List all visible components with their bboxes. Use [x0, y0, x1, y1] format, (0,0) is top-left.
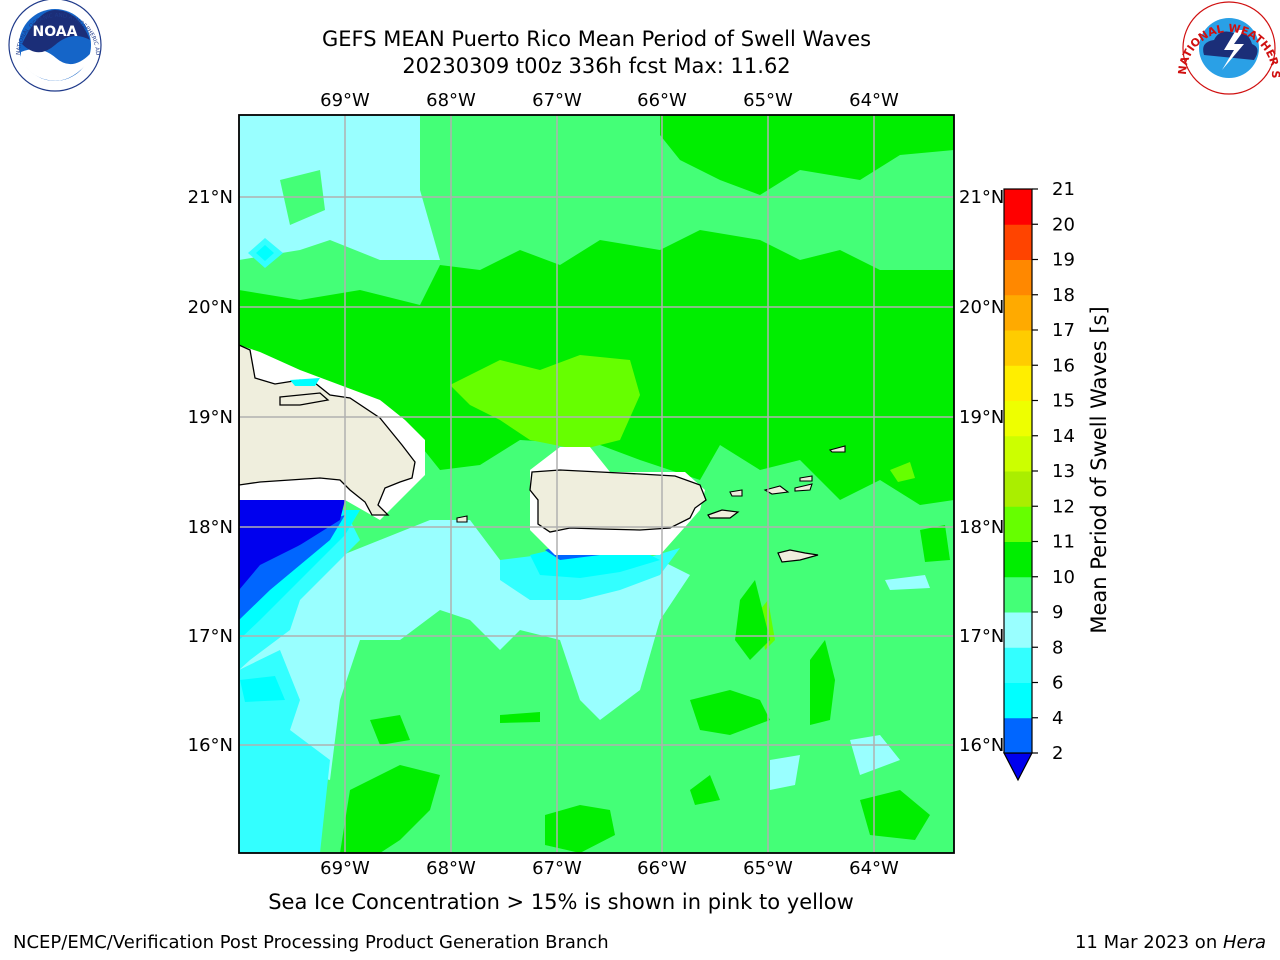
colorbar-tick-label: 17: [1052, 320, 1075, 341]
lon-label: 64°W: [849, 90, 899, 111]
colorbar-tick-label: 21: [1052, 179, 1075, 200]
swell-period-contours: [239, 115, 954, 853]
lon-label: 66°W: [637, 858, 687, 879]
colorbar-tick-label: 14: [1052, 426, 1075, 447]
lon-labels-top: 69°W 68°W 67°W 66°W 65°W 64°W: [320, 90, 899, 111]
colorbar-label: Mean Period of Swell Waves [s]: [1087, 306, 1111, 633]
lon-label: 67°W: [532, 858, 582, 879]
lon-label: 68°W: [426, 90, 476, 111]
lat-label: 21°N: [188, 187, 233, 208]
lat-label: 19°N: [188, 407, 233, 428]
lat-label: 18°N: [959, 517, 1004, 538]
lat-label: 17°N: [959, 626, 1004, 647]
colorbar-tick-label: 13: [1052, 461, 1075, 482]
lon-label: 65°W: [743, 858, 793, 879]
footer-date-text: 11 Mar 2023 on: [1074, 932, 1223, 953]
lon-label: 69°W: [320, 90, 370, 111]
lat-label: 19°N: [959, 407, 1004, 428]
colorbar-segment: [1004, 647, 1032, 683]
colorbar-segment: [1004, 682, 1032, 719]
colorbar-segment: [1004, 400, 1032, 437]
lat-label: 18°N: [188, 517, 233, 538]
colorbar-tick-label: 16: [1052, 355, 1075, 376]
lat-label: 16°N: [959, 735, 1004, 756]
colorbar-segment: [1004, 541, 1032, 578]
colorbar-tick-label: 2: [1052, 743, 1063, 764]
colorbar-tick-label: 18: [1052, 285, 1075, 306]
map-frame: [238, 114, 955, 854]
footer-date: 11 Mar 2023 on Hera: [1075, 932, 1266, 953]
lat-label: 21°N: [959, 187, 1004, 208]
colorbar-segment: [1004, 576, 1032, 613]
colorbar-tick-label: 8: [1052, 637, 1063, 658]
chart-title: GEFS MEAN Puerto Rico Mean Period of Swe…: [321, 27, 872, 51]
colorbar-tick-label: 20: [1052, 214, 1075, 235]
colorbar-segment: [1004, 365, 1032, 401]
lat-label: 17°N: [188, 626, 233, 647]
colorbar-segment: [1004, 259, 1032, 296]
footer-credit: NCEP/EMC/Verification Post Processing Pr…: [13, 932, 609, 953]
colorbar-segment: [1004, 294, 1032, 331]
colorbar-tick-label: 15: [1052, 391, 1075, 412]
lon-label: 68°W: [426, 858, 476, 879]
colorbar-segment: [1004, 330, 1032, 366]
colorbar-tick-label: 12: [1052, 496, 1075, 517]
colorbar-under-triangle: [1003, 752, 1033, 782]
colorbar-tick-label: 4: [1052, 708, 1063, 729]
colorbar: 2 4 6 8 9 10 11 12 13 14 15 16 17 18 19 20 21: [1003, 179, 1075, 782]
colorbar-segment: [1004, 435, 1032, 472]
sea-ice-note: Sea Ice Concentration > 15% is shown in …: [268, 890, 854, 914]
footer-machine: Hera: [1222, 932, 1266, 953]
lon-label: 69°W: [320, 858, 370, 879]
colorbar-tick-label: 9: [1052, 602, 1063, 623]
lat-label: 16°N: [188, 735, 233, 756]
lat-label: 20°N: [188, 297, 233, 318]
colorbar-segment: [1004, 189, 1032, 225]
colorbar-segment: [1004, 471, 1032, 507]
colorbar-tick-label: 19: [1052, 250, 1075, 271]
lon-label: 64°W: [849, 858, 899, 879]
lon-label: 65°W: [743, 90, 793, 111]
lat-labels-left: 21°N 20°N 19°N 18°N 17°N 16°N: [188, 187, 233, 756]
noaa-logo-text: NOAA: [33, 24, 78, 40]
colorbar-segment: [1004, 612, 1032, 648]
lon-label: 67°W: [532, 90, 582, 111]
colorbar-tick-label: 10: [1052, 567, 1075, 588]
nws-logo-icon: NATIONAL WEATHER SERVICE: [0, 0, 1280, 95]
colorbar-tick-label: 11: [1052, 532, 1075, 553]
colorbar-segment: [1004, 506, 1032, 542]
colorbar-tick-label: 6: [1052, 673, 1063, 694]
lon-labels-bottom: 69°W 68°W 67°W 66°W 65°W 64°W: [320, 858, 899, 879]
map-gridlines: [239, 115, 954, 853]
lon-label: 66°W: [637, 90, 687, 111]
chart-subtitle: 20230309 t00z 336h fcst Max: 11.62: [402, 54, 791, 78]
colorbar-segment: [1004, 717, 1032, 754]
lat-labels-right: 21°N 20°N 19°N 18°N 17°N 16°N: [959, 187, 1004, 756]
noaa-logo-icon: NOAA NATIONAL OCEANIC AND ATMOSPHERIC AD…: [0, 0, 102, 92]
lat-label: 20°N: [959, 297, 1004, 318]
nws-ring-text: NATIONAL WEATHER SERVICE: [0, 0, 1280, 79]
colorbar-segment: [1004, 224, 1032, 260]
svg-text:NATIONAL WEATHER SERVICE: NATIONAL WEATHER SERVICE: [0, 0, 1280, 79]
